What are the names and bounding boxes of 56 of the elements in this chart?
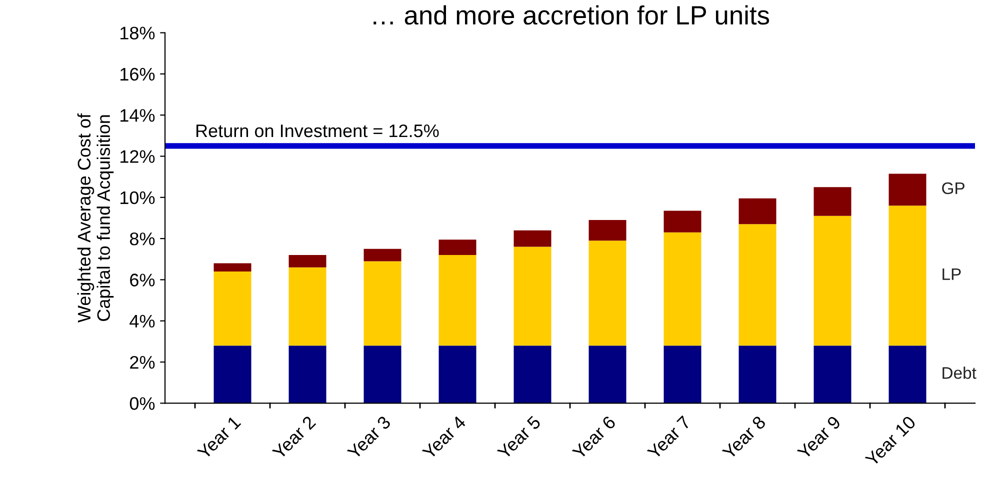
- bar: [214, 263, 252, 272]
- x-tick-label: Year 2: [272, 415, 316, 460]
- bar: [214, 346, 252, 404]
- bar: [288, 267, 326, 346]
- bar: [514, 230, 552, 247]
- bar: [438, 255, 476, 346]
- bar: [814, 187, 852, 216]
- x-tick-label: Year 1: [196, 415, 242, 460]
- chart-title: … and more accretion for LP units: [374, 5, 770, 25]
- bar: [214, 271, 252, 346]
- x-tick-label: Year 10: [864, 415, 916, 467]
- bar: [814, 216, 852, 346]
- bar: [514, 246, 552, 346]
- x-tick-label: Year 5: [496, 415, 542, 460]
- bar: [738, 198, 776, 224]
- bar: [288, 346, 326, 404]
- bar: [364, 261, 402, 346]
- bar: [738, 224, 776, 346]
- x-tick-label: Year 7: [646, 415, 692, 460]
- bar: [888, 346, 926, 404]
- bar: [438, 346, 476, 404]
- y-tick-label: 14%: [120, 109, 155, 122]
- bar: [438, 240, 476, 256]
- y-tick-label: 10%: [120, 191, 155, 204]
- x-tick-label: Year 8: [722, 415, 766, 460]
- bar: [288, 255, 326, 268]
- bar: [514, 346, 552, 404]
- bar: [364, 248, 402, 262]
- bar: [588, 346, 626, 404]
- bar: [738, 346, 776, 404]
- y-tick-label: 6%: [130, 274, 155, 286]
- series-label: GP: [942, 182, 964, 194]
- x-tick-label: Year 9: [796, 415, 842, 460]
- y-tick-label: 8%: [130, 232, 155, 246]
- x-tick-label: Year 4: [422, 415, 467, 460]
- y-tick-label: 18%: [120, 26, 155, 40]
- bar: [588, 240, 626, 346]
- series-label: LP: [942, 268, 961, 280]
- y-tick-label: 4%: [130, 314, 155, 328]
- bar: [888, 174, 926, 206]
- y-axis-title: Weighted Average Cost of Capital to fund Acquisition: [77, 113, 114, 322]
- bar: [814, 346, 852, 404]
- bar: [664, 232, 702, 346]
- bar: [664, 210, 702, 232]
- bar: [588, 220, 626, 241]
- y-tick-label: 12%: [120, 150, 155, 163]
- bar: [888, 206, 926, 346]
- series-label: Debt: [942, 366, 976, 379]
- x-tick-label: Year 6: [572, 415, 616, 460]
- ref-line-label: Return on Investment = 12.5%: [196, 124, 439, 138]
- bar: [664, 346, 702, 404]
- y-tick-label: 2%: [130, 356, 155, 369]
- y-tick-label: 16%: [120, 68, 155, 81]
- bar: [364, 346, 402, 404]
- x-tick-label: Year 3: [346, 415, 392, 460]
- y-tick-label: 0%: [130, 397, 155, 410]
